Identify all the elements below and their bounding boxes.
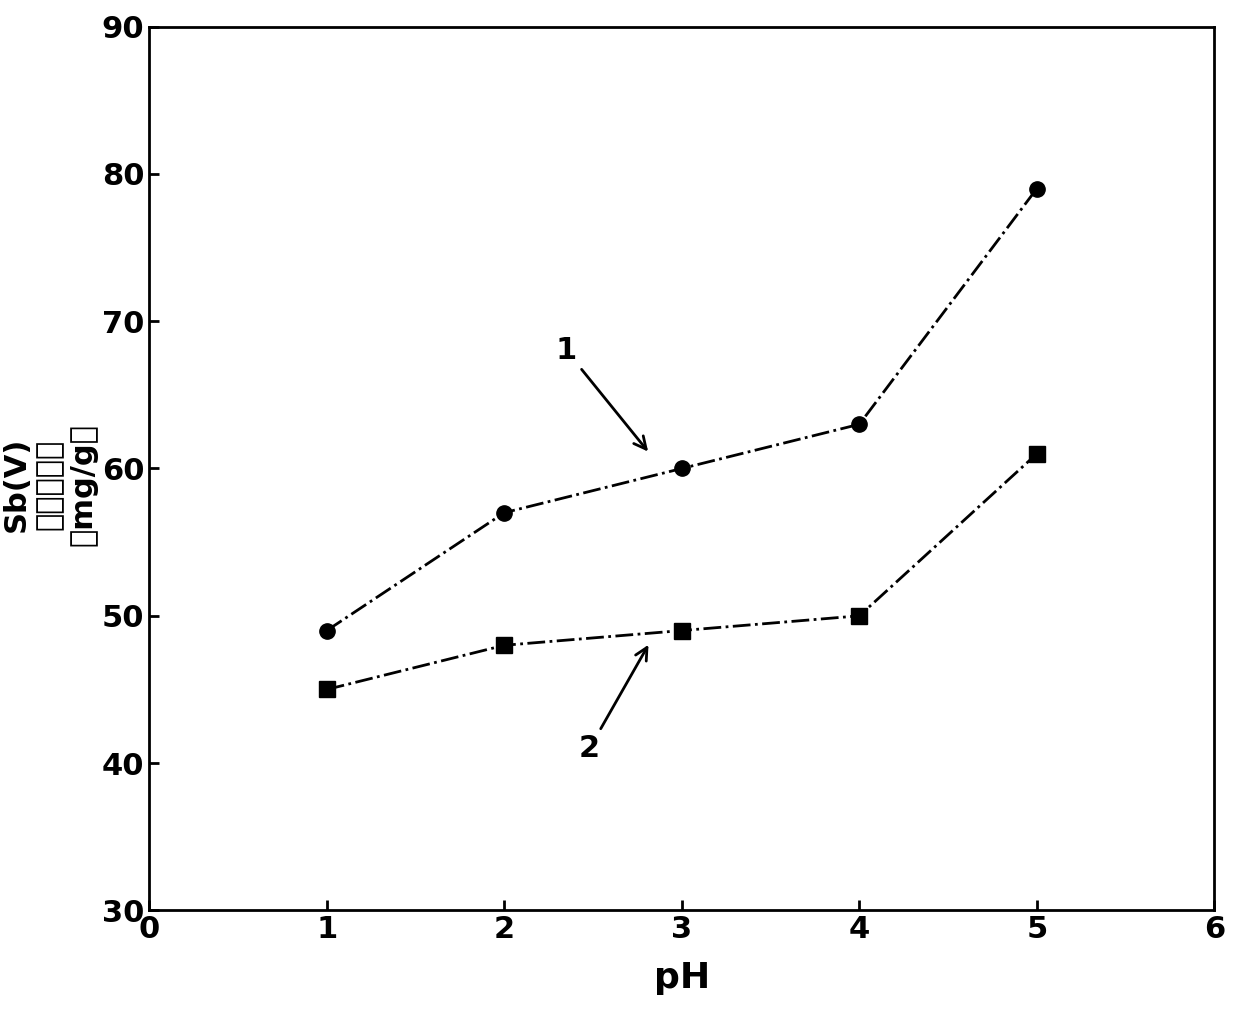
Text: Sb(V)
单位吸附量
（mg/g）: Sb(V) 单位吸附量 （mg/g） xyxy=(1,423,98,546)
X-axis label: pH: pH xyxy=(653,961,711,995)
Text: 1: 1 xyxy=(556,336,646,449)
Text: 2: 2 xyxy=(579,647,647,763)
